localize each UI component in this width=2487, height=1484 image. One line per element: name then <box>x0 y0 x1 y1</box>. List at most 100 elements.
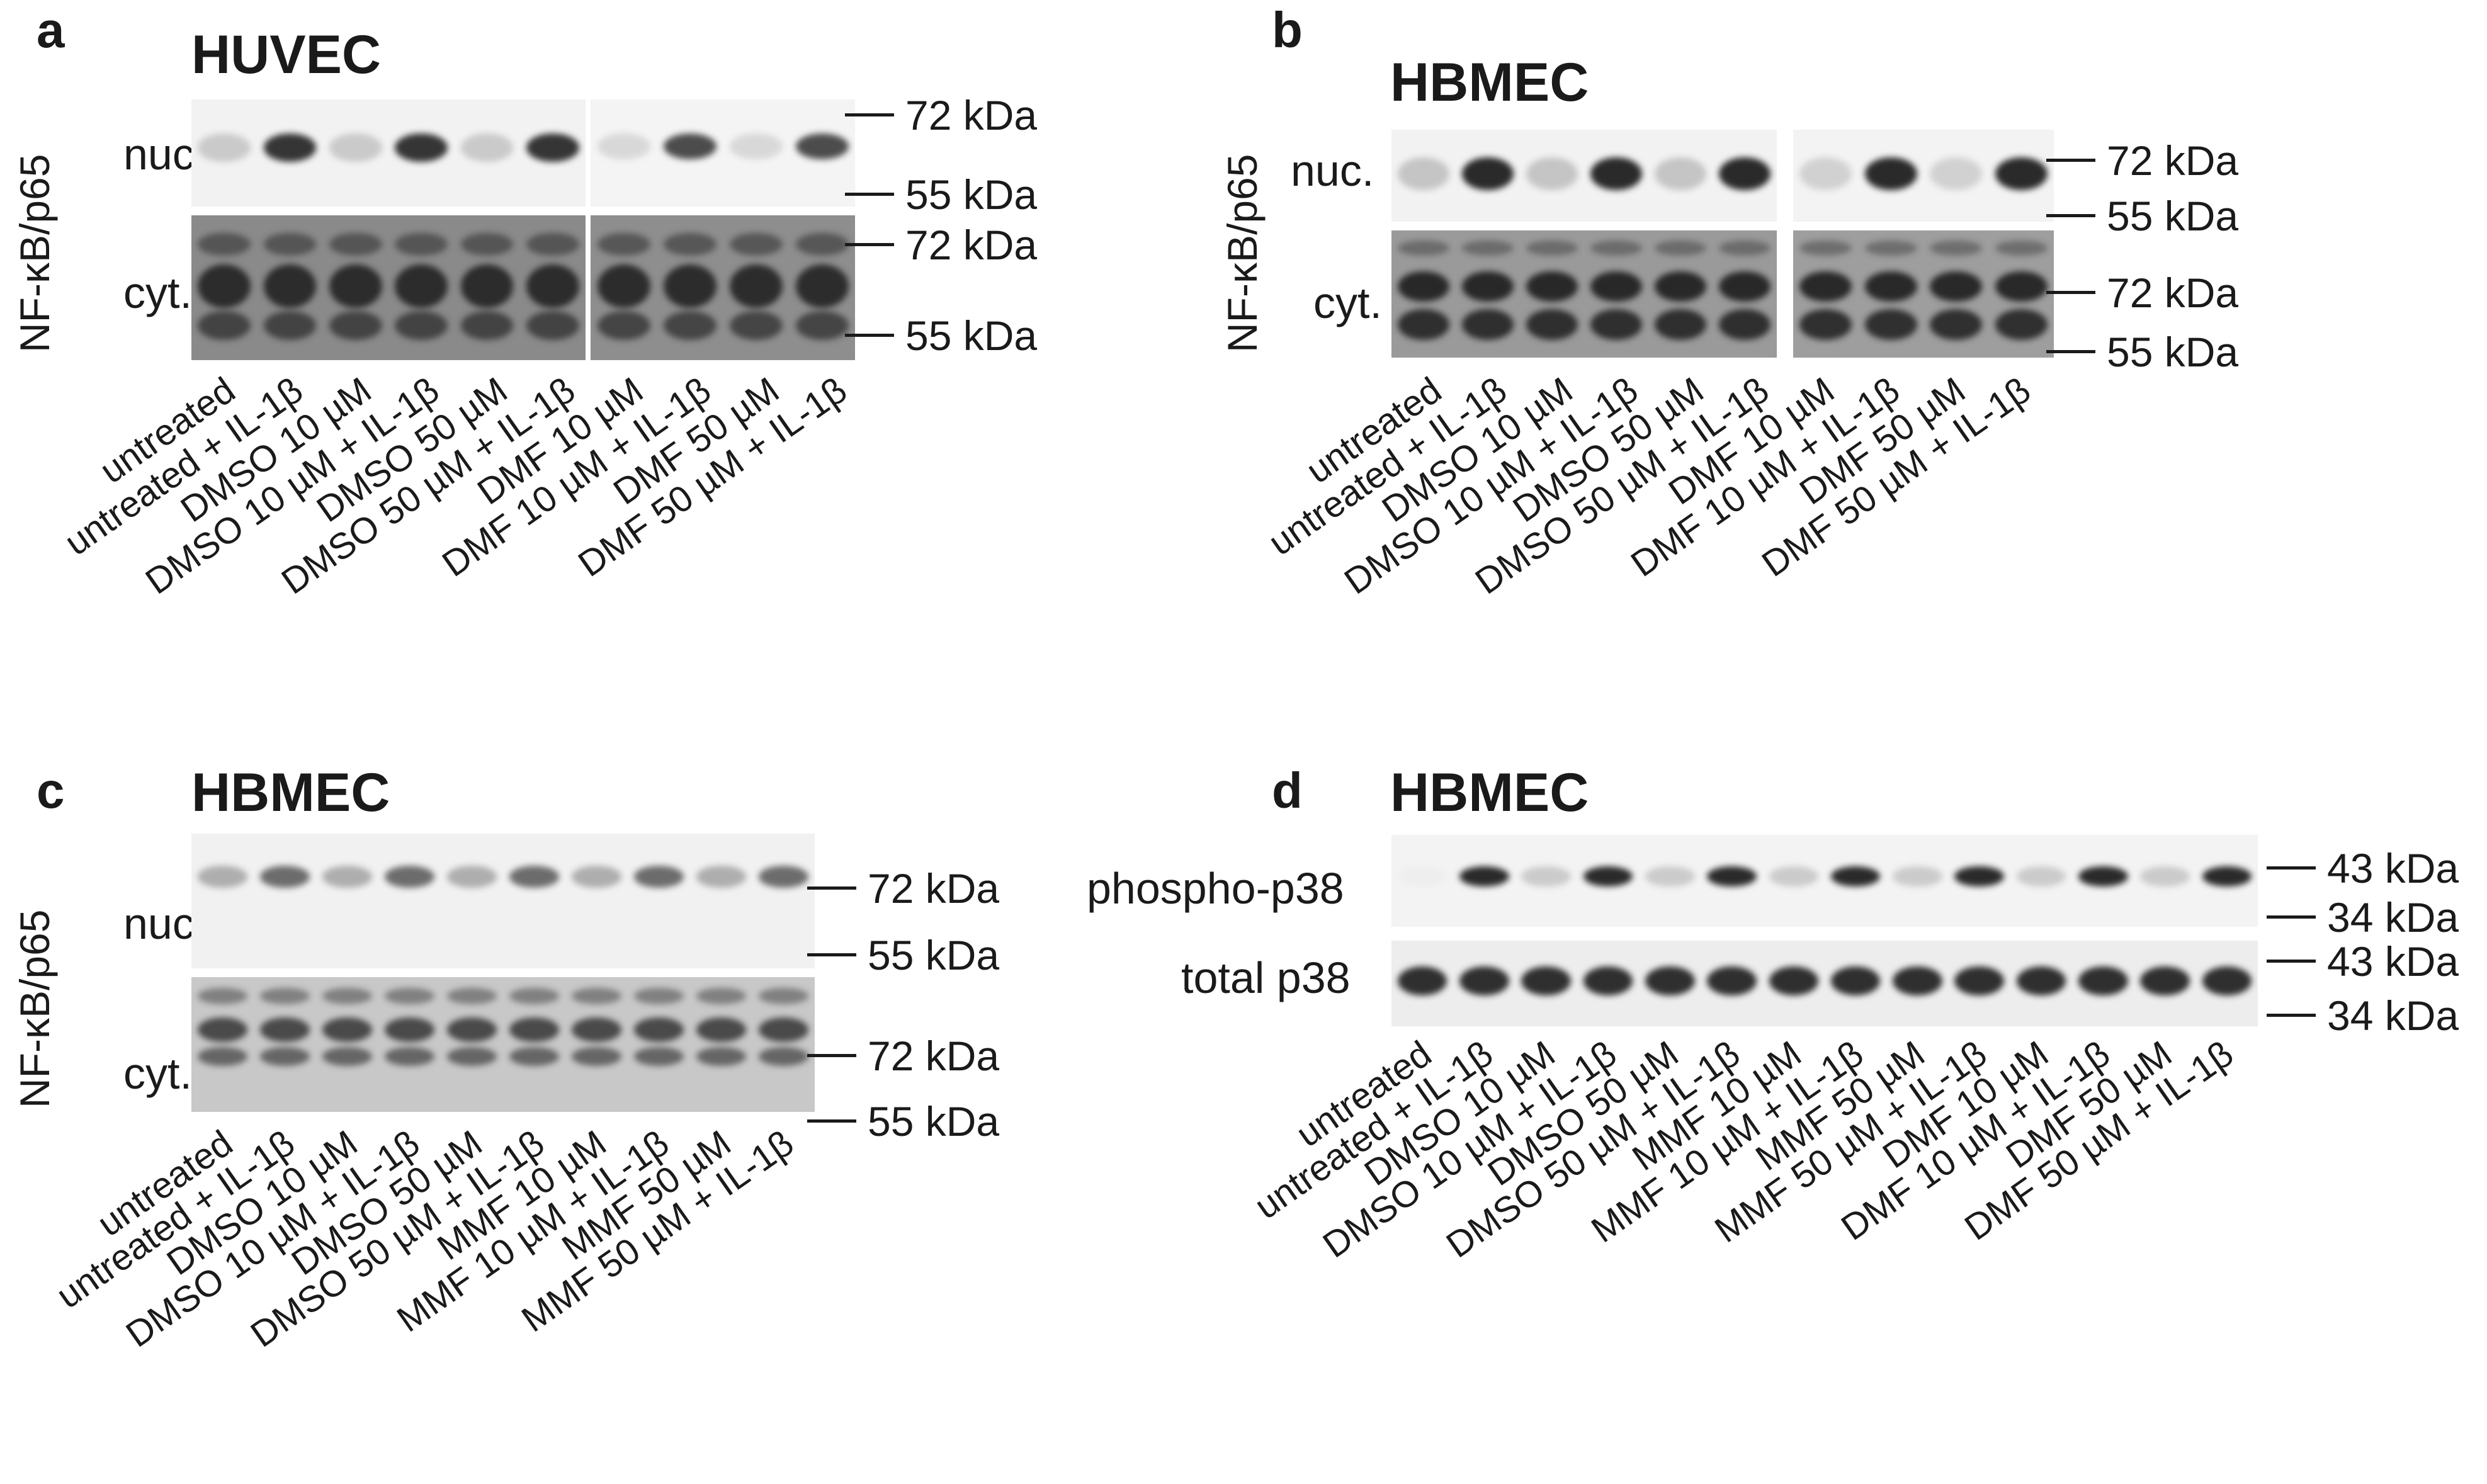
blot-band <box>1719 157 1770 191</box>
blot-cytoplasmic-right <box>591 215 855 360</box>
blot-cytoplasmic-right <box>1793 230 2054 358</box>
blot-band <box>259 866 310 888</box>
blot-band <box>729 264 783 309</box>
blot-band <box>1398 866 1447 886</box>
blot-band <box>263 133 317 162</box>
mw-marker: 55 kDa <box>845 315 1037 356</box>
blot-band <box>1930 157 1983 191</box>
blot-cytoplasmic-left <box>191 215 586 360</box>
blot-total-p38 <box>1391 941 2258 1026</box>
blot-band <box>446 1047 497 1067</box>
mw-marker: 72 kDa <box>845 94 1037 136</box>
blot-band <box>1398 309 1449 340</box>
blot-band <box>395 310 448 340</box>
y-axis-label: NF-κB/p65 <box>1219 154 1266 353</box>
y-axis-label: NF-κB/p65 <box>11 154 58 353</box>
row-label-nuc: nuc. <box>1291 146 1374 195</box>
blot-band <box>1719 241 1770 256</box>
blot-band <box>1521 966 1572 996</box>
blot-band <box>758 1047 809 1067</box>
blot-band <box>198 232 251 256</box>
blot-band <box>1459 966 1509 996</box>
blot-band <box>197 866 248 888</box>
blot-band <box>1769 966 1819 996</box>
blot-band <box>729 310 783 340</box>
blot-band <box>1397 966 1447 996</box>
blot-band <box>322 988 373 1004</box>
blot-band <box>1583 966 1633 996</box>
cell-line-title: HBMEC <box>1390 762 1589 823</box>
panel-letter: d <box>1272 762 1303 818</box>
blot-band <box>2078 866 2128 886</box>
mw-marker: 72 kDa <box>2046 140 2238 181</box>
cell-line-title: HUVEC <box>191 25 382 85</box>
blot-band <box>1954 866 2005 886</box>
blot-band <box>526 133 579 162</box>
blot-band <box>197 1047 248 1067</box>
blot-band <box>729 133 783 160</box>
panel-letter: b <box>1272 2 1303 58</box>
blot-band <box>571 988 622 1004</box>
blot-band <box>571 1017 622 1042</box>
blot-band <box>259 1017 310 1042</box>
blot-band <box>1590 241 1642 256</box>
blot-band <box>526 264 579 309</box>
blot-band <box>663 310 717 340</box>
blot-band <box>1462 309 1514 340</box>
blot-band <box>198 264 251 309</box>
blot-band <box>758 988 809 1004</box>
blot-band <box>1398 241 1449 256</box>
blot-band <box>633 1017 684 1042</box>
blot-band <box>597 264 650 309</box>
blot-band <box>795 133 849 160</box>
blot-band <box>1893 866 1942 886</box>
blot-band <box>1655 241 1706 256</box>
row-label-phospho-p38: phospho-p38 <box>1087 864 1344 913</box>
blot-band <box>446 866 497 888</box>
row-label-cyt: cyt. <box>1313 278 1382 327</box>
mw-marker: 72 kDa <box>807 1035 999 1077</box>
blot-band <box>1459 866 1509 886</box>
blot-band <box>329 232 382 256</box>
blot-band <box>1799 271 1852 302</box>
mw-marker: 72 kDa <box>807 868 999 909</box>
blot-band <box>1526 157 1578 191</box>
blot-band <box>384 1047 435 1067</box>
blot-band <box>1864 157 1917 191</box>
blot-band <box>1707 866 1757 886</box>
blot-band <box>197 988 248 1004</box>
blot-band <box>1719 271 1770 302</box>
blot-band <box>597 232 650 256</box>
blot-band <box>729 232 783 256</box>
blot-band <box>2078 966 2128 996</box>
row-label-cyt: cyt. <box>123 1049 192 1098</box>
blot-band <box>1590 309 1642 340</box>
mw-marker: 55 kDa <box>807 934 999 976</box>
blot-band <box>446 988 497 1004</box>
blot-band <box>329 133 382 162</box>
blot-band <box>1645 966 1695 996</box>
mw-marker: 55 kDa <box>2046 331 2238 373</box>
blot-band <box>1645 866 1695 886</box>
blot-band <box>1799 309 1852 340</box>
mw-marker: 72 kDa <box>2046 272 2238 314</box>
blot-band <box>1526 241 1578 256</box>
blot-band <box>322 866 373 888</box>
blot-band <box>597 133 650 160</box>
panel-letter: c <box>37 762 65 818</box>
blot-band <box>1521 866 1572 886</box>
blot-band <box>198 310 251 340</box>
blot-band <box>633 866 684 888</box>
panel-letter: a <box>37 2 65 58</box>
blot-band <box>384 866 435 888</box>
blot-band <box>1954 966 2005 996</box>
row-label-total-p38: total p38 <box>1181 953 1351 1002</box>
blot-band <box>263 310 317 340</box>
blot-band <box>1655 309 1706 340</box>
blot-band <box>1526 309 1578 340</box>
blot-band <box>1930 309 1983 340</box>
blot-phospho-p38 <box>1391 835 2258 927</box>
blot-band <box>2140 866 2190 886</box>
blot-band <box>1462 271 1514 302</box>
blot-band <box>758 1017 809 1042</box>
